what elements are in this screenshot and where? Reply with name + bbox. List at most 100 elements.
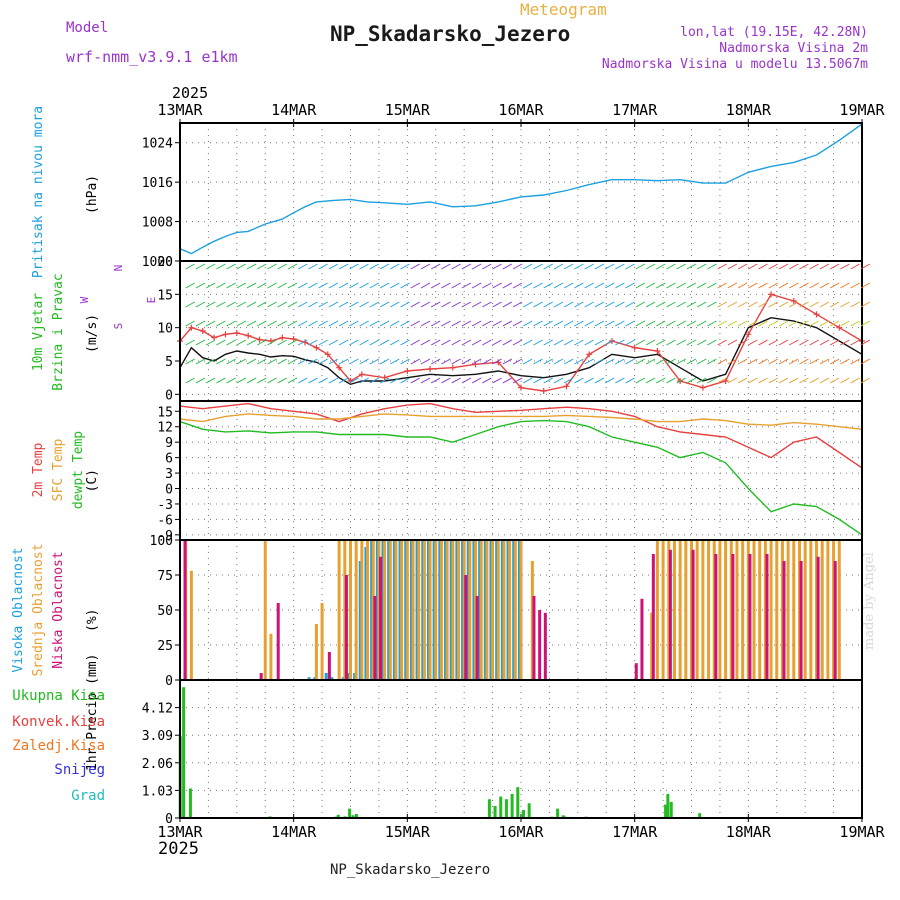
wind-barb: [819, 282, 830, 289]
wind-barb: [563, 301, 574, 308]
wind-barb: [594, 320, 605, 327]
wind-barb: [707, 263, 717, 270]
wind-barb: [226, 320, 236, 327]
bar-cloud-0: [483, 540, 487, 680]
bar-cloud-1: [491, 540, 495, 680]
wind-barb: [533, 301, 543, 308]
bar-cloud-0: [404, 540, 408, 680]
wind-barb: [482, 282, 492, 289]
wind-barb: [829, 320, 840, 327]
wind-barb: [390, 320, 400, 327]
bar-cloud-0: [381, 540, 385, 680]
wind-barb: [645, 282, 656, 289]
wind-barb: [502, 282, 513, 289]
wind-barb: [737, 282, 748, 289]
wind-barb: [246, 358, 257, 365]
wind-barb: [308, 377, 318, 384]
gust-marker: [768, 291, 775, 298]
gust-marker: [540, 388, 547, 394]
wind-barb: [594, 282, 605, 289]
wind-barb: [778, 320, 789, 327]
wind-barb: [656, 282, 666, 289]
bar-cloud-1: [445, 540, 449, 680]
wind-barb: [287, 377, 298, 384]
gust-marker: [381, 374, 388, 381]
wind-barb: [533, 263, 543, 270]
wind-barb: [441, 358, 451, 365]
ylabel-temp2m: 2m Temp: [31, 442, 46, 497]
wind-barb: [840, 339, 850, 346]
bar-precip-0: [504, 799, 508, 818]
wind-barb: [420, 358, 431, 365]
wind-barb: [216, 301, 226, 308]
bar-cloud-1: [462, 540, 466, 680]
bar-cloud-1: [655, 540, 659, 680]
wind-barb: [492, 377, 502, 384]
wind-barb: [676, 263, 686, 270]
wind-barb: [696, 377, 707, 384]
bar-precip-0: [336, 814, 340, 818]
wind-barb: [676, 339, 686, 346]
bar-cloud-0: [347, 673, 351, 680]
ytick-label-precip: 4.12: [142, 702, 173, 717]
wind-barb: [553, 282, 564, 289]
wind-barb: [338, 263, 349, 270]
wind-barb: [308, 339, 318, 346]
wind-barb: [379, 263, 390, 270]
wind-barb: [809, 301, 819, 308]
wind-barb: [461, 263, 472, 270]
bar-cloud-1: [786, 540, 790, 680]
ylabel-dewpt: dewpt Temp: [71, 431, 86, 509]
wind-barb: [666, 377, 676, 384]
wind-barb: [696, 282, 707, 289]
wind-barb: [768, 282, 779, 289]
wind-barb: [635, 339, 646, 346]
gust-marker: [427, 366, 434, 372]
wind-barb: [707, 282, 717, 289]
wind-barb: [369, 263, 380, 270]
gust-marker: [745, 331, 752, 338]
wind-barb: [850, 301, 860, 308]
wind-barb: [737, 358, 748, 365]
wind-barb: [676, 320, 686, 327]
ylabel-wind-2: Brzina i Pravac: [51, 273, 66, 390]
year-label-top: 2025: [172, 84, 208, 102]
wind-barb: [707, 320, 717, 327]
wind-barb: [533, 282, 543, 289]
wind-barb: [543, 377, 553, 384]
bar-cloud-0: [506, 540, 510, 680]
wind-barb: [748, 358, 758, 365]
wind-barb: [809, 377, 819, 384]
wind-barb: [492, 358, 502, 365]
wind-barb: [502, 377, 513, 384]
wind-barb: [748, 320, 758, 327]
wind-barb: [287, 320, 298, 327]
wind-barb: [676, 301, 686, 308]
wind-barb: [799, 339, 809, 346]
wind-barb: [789, 358, 799, 365]
ytick-label-precip: 0: [165, 812, 173, 827]
wind-barb: [686, 339, 697, 346]
bar-precip-0: [664, 804, 668, 818]
wind-barb: [717, 263, 727, 270]
bar-cloud-1: [792, 540, 796, 680]
wind-barb: [696, 339, 707, 346]
bar-precip-0: [666, 793, 670, 818]
wind-barb: [860, 339, 871, 346]
bar-cloud-0: [472, 540, 476, 680]
bar-cloud-2: [464, 575, 468, 680]
wind-barb: [461, 377, 472, 384]
bar-cloud-0: [409, 540, 413, 680]
wind-barb: [359, 320, 369, 327]
ytick-label-cloud: 75: [157, 569, 173, 584]
wind-barb: [625, 320, 635, 327]
wind-barb: [461, 358, 472, 365]
gust-marker: [836, 324, 843, 331]
wind-barb: [727, 320, 738, 327]
wind-barb: [850, 358, 860, 365]
wind-barb: [430, 377, 441, 384]
wind-barb: [318, 320, 328, 327]
bar-cloud-2: [765, 554, 769, 680]
wind-barb: [758, 263, 768, 270]
xtick-label-top: 17MAR: [612, 101, 658, 119]
